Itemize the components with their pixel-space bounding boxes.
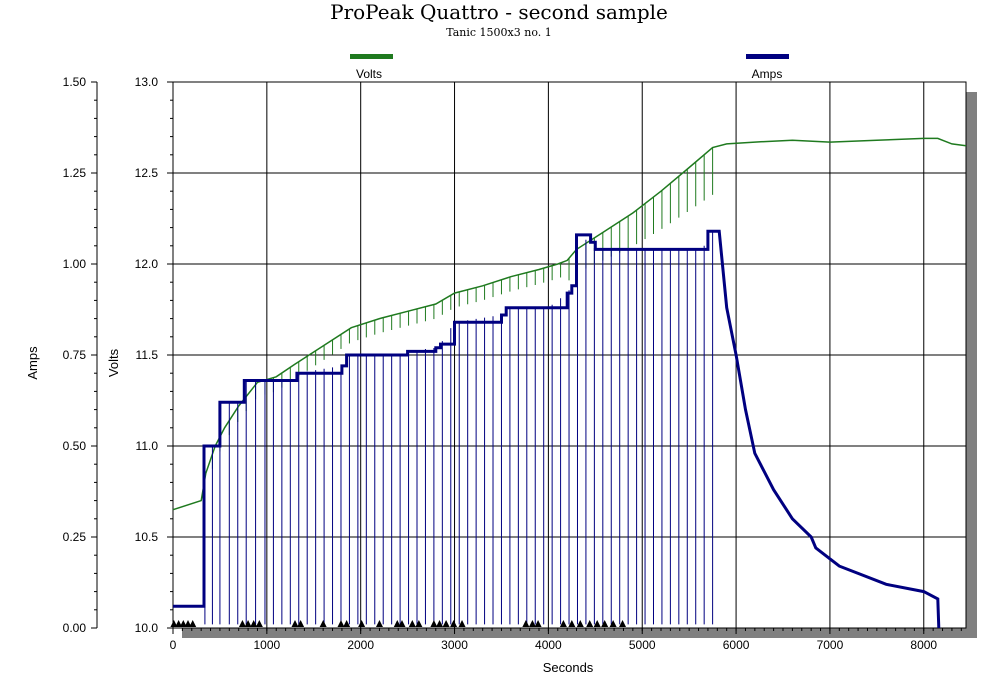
legend: Volts Amps: [350, 54, 789, 81]
bottom-marker: [528, 620, 536, 627]
legend-volts-swatch: [350, 54, 393, 59]
bottom-markers: [170, 620, 627, 627]
x-tick-label: 4000: [535, 638, 562, 652]
bottom-marker: [255, 620, 263, 627]
bottom-marker: [398, 620, 406, 627]
bottom-marker: [175, 620, 183, 627]
x-tick-label: 2000: [347, 638, 374, 652]
x-tick-label: 5000: [629, 638, 656, 652]
amps-tick-label: 0.00: [63, 621, 87, 635]
bottom-marker: [576, 620, 584, 627]
bottom-marker: [442, 620, 450, 627]
volts-axis-label: Volts: [106, 348, 121, 377]
bottom-marker: [408, 620, 416, 627]
chart-subtitle: Tanic 1500x3 no. 1: [446, 26, 552, 39]
bottom-marker: [568, 620, 576, 627]
bottom-marker: [393, 620, 401, 627]
bottom-marker: [450, 620, 458, 627]
amps-axis-ticks: 0.00 0.25 0.50 0.75 1.00 1.25 1.50: [63, 75, 97, 635]
chart-title: ProPeak Quattro - second sample: [330, 0, 668, 24]
volts-tick-label: 10.5: [135, 530, 159, 544]
bottom-marker: [189, 620, 197, 627]
volts-tick-label: 12.5: [135, 166, 159, 180]
bottom-marker: [619, 620, 627, 627]
amps-tick-label: 0.50: [63, 439, 87, 453]
x-axis-ticks: 0 1000 2000 3000 4000 5000 6000 7000 8000: [170, 628, 937, 652]
bottom-marker: [179, 620, 187, 627]
volts-tick-label: 12.0: [135, 257, 159, 271]
amps-tick-label: 0.25: [63, 530, 87, 544]
bottom-marker: [358, 620, 366, 627]
legend-amps-label: Amps: [752, 67, 783, 81]
bottom-marker: [430, 620, 438, 627]
bottom-marker: [415, 620, 423, 627]
amps-tick-label: 1.25: [63, 166, 87, 180]
amps-tick-label: 1.50: [63, 75, 87, 89]
amps-dropouts: [204, 231, 714, 625]
bottom-marker: [559, 620, 567, 627]
bottom-marker: [184, 620, 192, 627]
amps-tick-label: 1.00: [63, 257, 87, 271]
bottom-marker: [170, 620, 178, 627]
volts-tick-label: 11.5: [136, 348, 159, 362]
legend-volts-label: Volts: [356, 67, 382, 81]
amps-tick-label: 0.75: [63, 348, 87, 362]
x-tick-label: 6000: [723, 638, 750, 652]
bottom-marker: [238, 620, 246, 627]
bottom-marker: [297, 620, 305, 627]
bottom-marker: [609, 620, 617, 627]
bottom-marker: [319, 620, 327, 627]
series-amps-line: [173, 229, 941, 629]
x-axis-label: Seconds: [543, 660, 594, 675]
bottom-marker: [458, 620, 466, 627]
bottom-marker: [375, 620, 383, 627]
bottom-marker: [586, 620, 594, 627]
x-tick-label: 7000: [817, 638, 844, 652]
bottom-marker: [593, 620, 601, 627]
bottom-marker: [436, 620, 444, 627]
series-volts-line: [172, 137, 967, 511]
bottom-marker: [244, 620, 252, 627]
bottom-marker: [250, 620, 258, 627]
x-tick-label: 3000: [441, 638, 468, 652]
volts-tick-label: 10.0: [135, 621, 159, 635]
amps-axis-label: Amps: [25, 346, 40, 380]
x-tick-label: 8000: [910, 638, 937, 652]
x-tick-label: 1000: [253, 638, 280, 652]
volts-tick-label: 13.0: [135, 75, 159, 89]
bottom-marker: [601, 620, 609, 627]
volts-axis-ticks: 10.0 10.5 11.0 11.5 12.0 12.5 13.0: [135, 75, 173, 635]
legend-amps-swatch: [746, 54, 789, 59]
bottom-marker: [291, 620, 299, 627]
volts-tick-label: 11.0: [136, 439, 159, 453]
bottom-marker: [343, 620, 351, 627]
bottom-marker: [337, 620, 345, 627]
bottom-marker: [534, 620, 542, 627]
x-tick-label: 0: [170, 638, 177, 652]
bottom-marker: [522, 620, 530, 627]
